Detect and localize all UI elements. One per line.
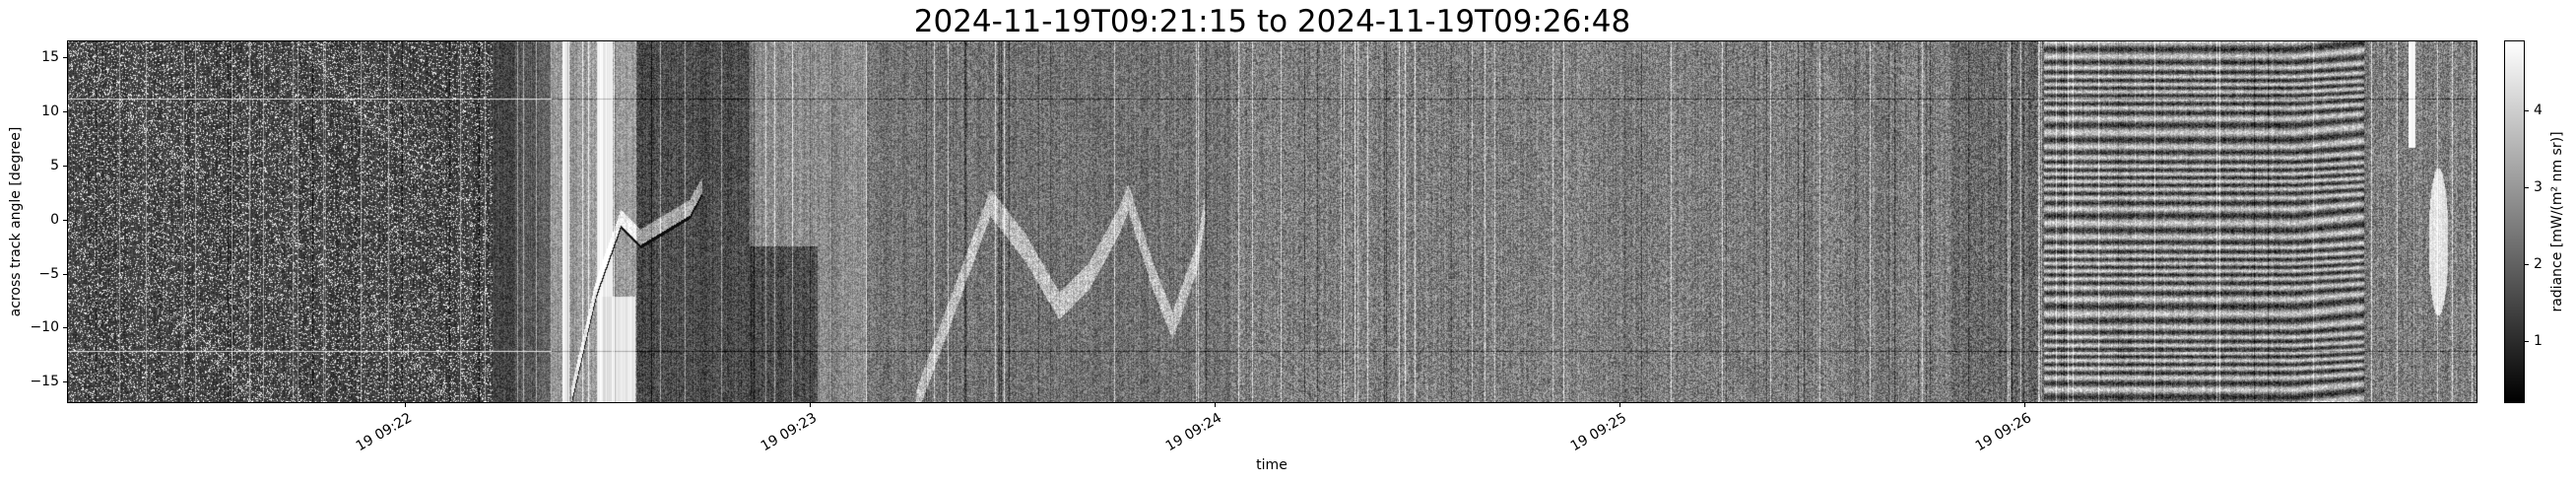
x-tick <box>810 402 812 407</box>
x-tick-label: 19 09:23 <box>759 410 821 455</box>
y-tick <box>63 219 68 221</box>
colorbar-tick-label: 2 <box>2534 255 2543 272</box>
x-tick <box>405 402 407 407</box>
x-tick-label: 19 09:26 <box>1972 410 2035 455</box>
chart-title: 2024-11-19T09:21:15 to 2024-11-19T09:26:… <box>913 4 1631 39</box>
y-tick-label: −10 <box>30 319 59 336</box>
y-tick-label: −5 <box>38 265 59 282</box>
x-tick <box>2024 402 2026 407</box>
x-tick-label: 19 09:25 <box>1567 410 1630 455</box>
colorbar-tick <box>2524 263 2529 265</box>
radiance-heatmap <box>68 41 2477 402</box>
y-tick-label: 10 <box>41 104 59 120</box>
x-tick <box>1619 402 1621 407</box>
x-tick-label: 19 09:24 <box>1163 410 1225 455</box>
y-tick-label: 15 <box>41 49 59 66</box>
colorbar-tick-label: 4 <box>2534 103 2543 119</box>
y-tick <box>63 381 68 383</box>
y-tick <box>63 327 68 329</box>
x-tick-label: 19 09:22 <box>354 410 416 455</box>
colorbar-label: radiance [mW/(m² nm sr)] <box>2549 131 2565 312</box>
colorbar-tick <box>2524 340 2529 342</box>
colorbar-tick <box>2524 110 2529 112</box>
x-tick <box>1215 402 1217 407</box>
plot-area <box>67 40 2477 403</box>
colorbar-tick-label: 3 <box>2534 178 2543 195</box>
y-tick-label: 5 <box>50 158 59 174</box>
colorbar-tick-label: 1 <box>2534 332 2543 349</box>
colorbar <box>2504 40 2525 403</box>
y-tick-label: −15 <box>30 374 59 390</box>
y-axis-label: across track angle [degree] <box>8 126 24 317</box>
x-axis-label: time <box>1256 457 1288 473</box>
y-tick <box>63 111 68 113</box>
y-tick <box>63 166 68 168</box>
y-tick <box>63 57 68 59</box>
y-tick <box>63 273 68 275</box>
colorbar-tick <box>2524 186 2529 188</box>
y-tick-label: 0 <box>50 211 59 228</box>
